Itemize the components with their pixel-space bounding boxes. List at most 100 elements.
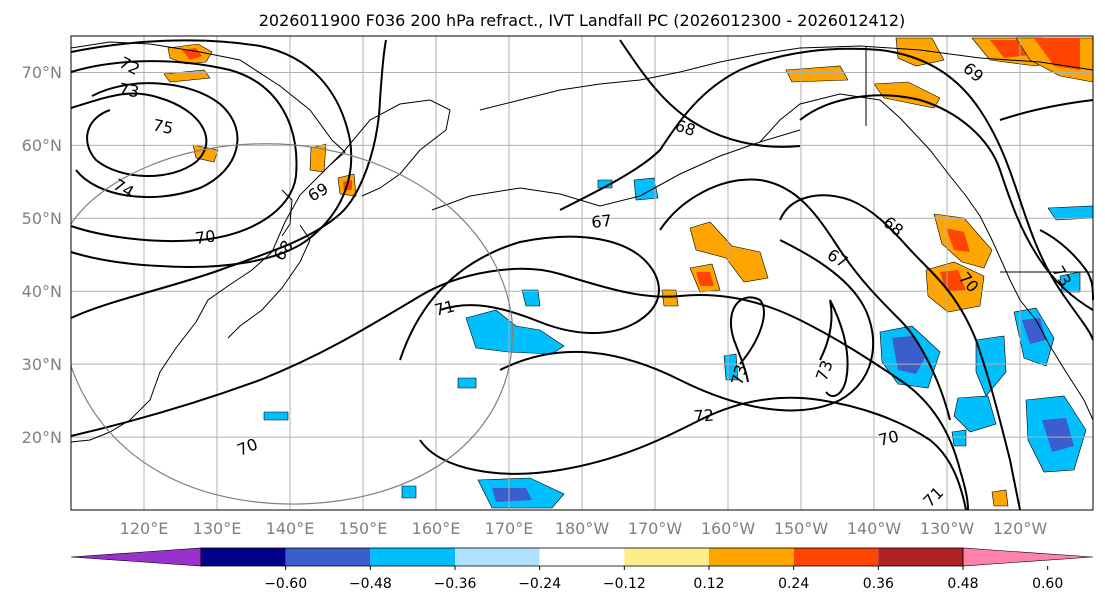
negative-anomaly-region (263, 411, 289, 421)
colorbar-tick-label: −0.12 (603, 576, 646, 592)
contour-line (619, 39, 801, 148)
contour-line (799, 94, 1094, 311)
lon-tick-label: 170°E (485, 519, 534, 538)
contour-label: 72 (693, 406, 715, 426)
colorbar-segment (455, 548, 540, 566)
gridlines (71, 36, 1093, 510)
colorbar-segment (709, 548, 794, 566)
contour-line (779, 194, 1021, 511)
asia-coastline (70, 41, 346, 443)
lat-tick-label: 50°N (22, 209, 62, 228)
negative-anomaly-region (951, 429, 967, 447)
latitude-tick-labels: 70°N 60°N 50°N 40°N 30°N 20°N (22, 63, 62, 447)
contour-line (70, 39, 387, 319)
arctic-coastline (479, 45, 1094, 111)
lon-tick-label: 150°E (339, 519, 388, 538)
colorbar-tick-label: 0.36 (863, 576, 894, 592)
colorbar-segment (878, 548, 963, 566)
contour-line (419, 396, 967, 511)
lat-tick-label: 60°N (22, 136, 62, 155)
negative-anomaly-region (465, 309, 565, 355)
contour-line (70, 267, 969, 511)
map-panel: 72 73 75 74 70 68 69 71 67 68 68 67 70 7… (70, 35, 1094, 511)
range-circle (70, 143, 514, 505)
colorbar-segment (370, 548, 455, 566)
contour-line (70, 39, 353, 268)
negative-anomaly-region (633, 177, 659, 201)
positive-anomaly-region (689, 221, 769, 283)
colorbar-tick-label: 0.48 (947, 576, 978, 592)
coastlines (70, 41, 1094, 443)
colorbar-segment (793, 548, 879, 566)
lon-tick-label: 140°E (266, 519, 315, 538)
colorbar-segment (285, 548, 371, 566)
colorbar-segment (539, 548, 625, 566)
colorbar-extend-low (70, 547, 202, 567)
sakhalin-coastline (281, 189, 293, 237)
lon-tick-label: 140°W (847, 519, 902, 538)
contours (70, 39, 1094, 511)
contour-line (399, 235, 660, 361)
alaska-coastline (759, 93, 1094, 421)
negative-anomaly-region (521, 289, 541, 307)
positive-anomaly-region (182, 48, 202, 60)
negative-anomaly-region (401, 485, 417, 499)
lon-tick-label: 170°W (628, 519, 683, 538)
negative-anomaly-region (953, 395, 997, 433)
negative-anomaly-region (457, 377, 477, 389)
contour-line (70, 92, 208, 178)
contour-line (819, 299, 849, 397)
contour-label: 71 (432, 297, 456, 320)
lon-tick-label: 120°E (120, 519, 169, 538)
lon-tick-label: 130°E (193, 519, 242, 538)
lon-tick-label: 160°W (701, 519, 756, 538)
positive-anomaly-region (1034, 38, 1080, 70)
colorbar-frame (200, 547, 964, 567)
contour-label: 75 (151, 115, 175, 138)
negative-anomaly-region (492, 488, 532, 502)
colorbar-segment (201, 548, 286, 566)
contour-label: 73 (117, 79, 140, 101)
lat-tick-label: 20°N (22, 428, 62, 447)
colorbar-tick-label: 0.60 (1032, 576, 1063, 592)
kamchatka-coastline (329, 99, 451, 197)
positive-anomaly-region (696, 272, 714, 286)
contour-line (75, 82, 239, 199)
colorbar-extend-high (962, 547, 1094, 567)
colorbar-segment (624, 548, 709, 566)
colorbar-tick-label: −0.24 (518, 576, 561, 592)
lon-tick-label: 160°E (412, 519, 461, 538)
negative-anomaly-region (1022, 318, 1046, 344)
contour-line (659, 178, 951, 421)
longitude-tick-labels: 120°E 130°E 140°E 150°E 160°E 170°E 180°… (120, 519, 1048, 538)
contour-line (559, 47, 1094, 341)
japan-coastline (227, 224, 311, 339)
contour-line (499, 239, 875, 412)
lat-tick-label: 70°N (22, 63, 62, 82)
contour-label: 70 (194, 226, 217, 248)
lon-tick-label: 150°W (774, 519, 829, 538)
map-frame (70, 35, 1094, 511)
positive-anomaly-region (895, 37, 945, 67)
contour-line (999, 99, 1094, 121)
contour-line (70, 60, 298, 243)
lon-tick-label: 120°W (993, 519, 1048, 538)
colorbar-tick-label: 0.12 (693, 576, 724, 592)
lat-tick-label: 40°N (22, 282, 62, 301)
colorbar-tick-label: 0.24 (778, 576, 809, 592)
contour-label: 73 (727, 363, 750, 387)
aleutian-islands (431, 129, 801, 211)
colorbar-tick-label: −0.36 (434, 576, 477, 592)
contour-line (729, 296, 765, 383)
contour-label: 70 (876, 427, 900, 450)
colorbar-tick-label: −0.48 (349, 576, 392, 592)
filled-anomalies (163, 37, 1094, 509)
negative-anomaly-region (1042, 418, 1074, 452)
negative-anomaly-region (975, 335, 1007, 397)
positive-anomaly-region (991, 489, 1009, 507)
positive-anomaly-region (946, 228, 970, 252)
colorbar-tick-label: −0.60 (264, 576, 307, 592)
positive-anomaly-region (163, 69, 211, 83)
positive-anomaly-region (661, 289, 679, 307)
colorbar: −0.60 −0.48 −0.36 −0.24 −0.12 0.12 0.24 0.36 0.4… (70, 547, 1094, 592)
